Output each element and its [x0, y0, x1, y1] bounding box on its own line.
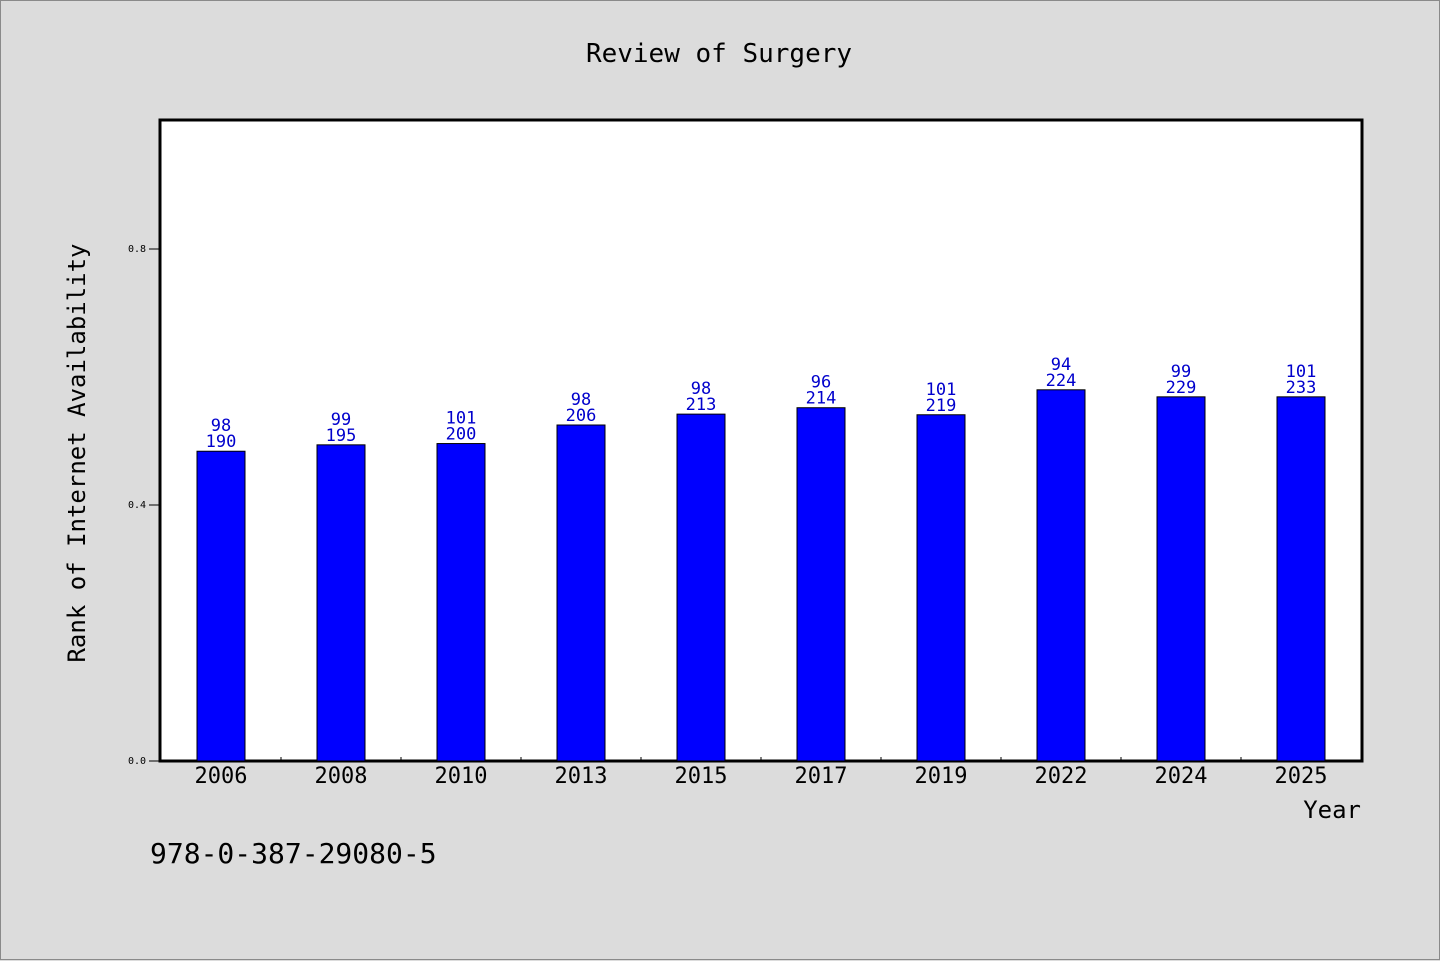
bar-2010 [436, 443, 486, 762]
data-label-top-2022: 94 [1051, 355, 1071, 375]
y-tick-label-0.8: 0.8 [128, 244, 146, 255]
data-label-bottom-2024: 229 [1166, 378, 1197, 398]
data-label-top-2017: 96 [811, 373, 831, 393]
bars-layer [196, 389, 1326, 762]
bar-2017 [796, 407, 846, 762]
data-label-bottom-2025: 233 [1286, 378, 1317, 398]
x-tick-label-2013: 2013 [555, 764, 608, 789]
x-tick-label-2008: 2008 [315, 764, 368, 789]
bar-2008 [316, 444, 366, 762]
bar-2013 [556, 424, 606, 762]
y-tick-label-0.0: 0.0 [128, 756, 146, 767]
x-tick-label-2015: 2015 [675, 764, 728, 789]
x-tick-label-2025: 2025 [1275, 764, 1328, 789]
data-label-bottom-2017: 214 [806, 389, 837, 409]
bar-2006 [196, 450, 246, 762]
bar-2019 [916, 414, 966, 762]
chart-title: Review of Surgery [586, 39, 852, 69]
data-label-top-2015: 98 [691, 379, 711, 399]
data-label-top-2006: 98 [211, 416, 231, 436]
x-axis: 2006 2008 2010 2013 2015 2017 2019 2022 2024 2025 [195, 757, 1328, 789]
data-label-top-2010: 101 [446, 409, 477, 429]
data-label-top-2013: 98 [571, 390, 591, 410]
data-label-bottom-2015: 213 [686, 395, 717, 415]
data-label-bottom-2022: 224 [1046, 371, 1077, 391]
isbn-text: 978-0-387-29080-5 [150, 837, 437, 870]
data-label-bottom-2013: 206 [566, 406, 597, 426]
bar-2022 [1036, 389, 1086, 762]
x-tick-label-2010: 2010 [435, 764, 488, 789]
x-tick-label-2022: 2022 [1035, 764, 1088, 789]
data-label-top-2008: 99 [331, 410, 351, 430]
data-label-bottom-2008: 195 [326, 426, 357, 446]
bar-2025 [1276, 396, 1326, 762]
data-label-top-2025: 101 [1286, 362, 1317, 382]
x-tick-label-2017: 2017 [795, 764, 848, 789]
data-label-top-2024: 99 [1171, 362, 1191, 382]
data-label-bottom-2010: 200 [446, 425, 477, 445]
data-label-bottom-2006: 190 [206, 432, 237, 452]
x-tick-label-2019: 2019 [915, 764, 968, 789]
y-axis-title: Rank of Internet Availability [63, 243, 91, 662]
data-label-top-2019: 101 [926, 380, 957, 400]
bar-2024 [1156, 396, 1206, 762]
x-tick-label-2006: 2006 [195, 764, 248, 789]
y-axis: 0.0 0.4 0.8 [128, 244, 161, 767]
x-axis-title: Year [1303, 796, 1361, 824]
y-tick-label-0.4: 0.4 [128, 500, 146, 511]
data-label-bottom-2019: 219 [926, 396, 957, 416]
bar-2015 [676, 413, 726, 762]
x-tick-label-2024: 2024 [1155, 764, 1208, 789]
